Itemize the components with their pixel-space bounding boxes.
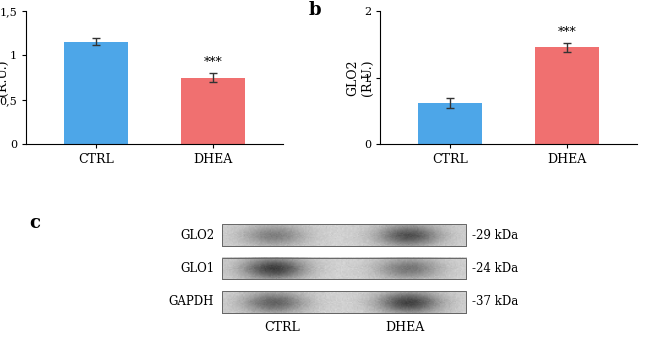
Bar xyxy=(535,47,599,144)
Y-axis label: GLO2
(R.U.): GLO2 (R.U.) xyxy=(346,59,374,96)
Text: DHEA: DHEA xyxy=(385,321,424,334)
Text: CTRL: CTRL xyxy=(265,321,300,334)
Y-axis label: GLO1
(R.U.): GLO1 (R.U.) xyxy=(0,59,9,96)
Bar xyxy=(181,78,245,144)
Bar xyxy=(222,258,466,279)
Text: -24 kDa: -24 kDa xyxy=(472,262,518,275)
Bar xyxy=(64,42,128,144)
Bar xyxy=(222,291,466,313)
Text: ***: *** xyxy=(203,56,222,69)
Bar xyxy=(222,224,466,246)
Text: -37 kDa: -37 kDa xyxy=(472,295,518,308)
Bar xyxy=(222,291,466,313)
Bar xyxy=(222,224,466,246)
Bar xyxy=(418,103,482,144)
Text: GAPDH: GAPDH xyxy=(169,295,214,308)
Text: b: b xyxy=(308,1,321,19)
Text: ***: *** xyxy=(558,27,577,39)
Bar xyxy=(222,258,466,279)
Text: GLO1: GLO1 xyxy=(180,262,214,275)
Text: c: c xyxy=(29,214,40,232)
Text: -29 kDa: -29 kDa xyxy=(472,229,518,242)
Text: GLO2: GLO2 xyxy=(180,229,214,242)
